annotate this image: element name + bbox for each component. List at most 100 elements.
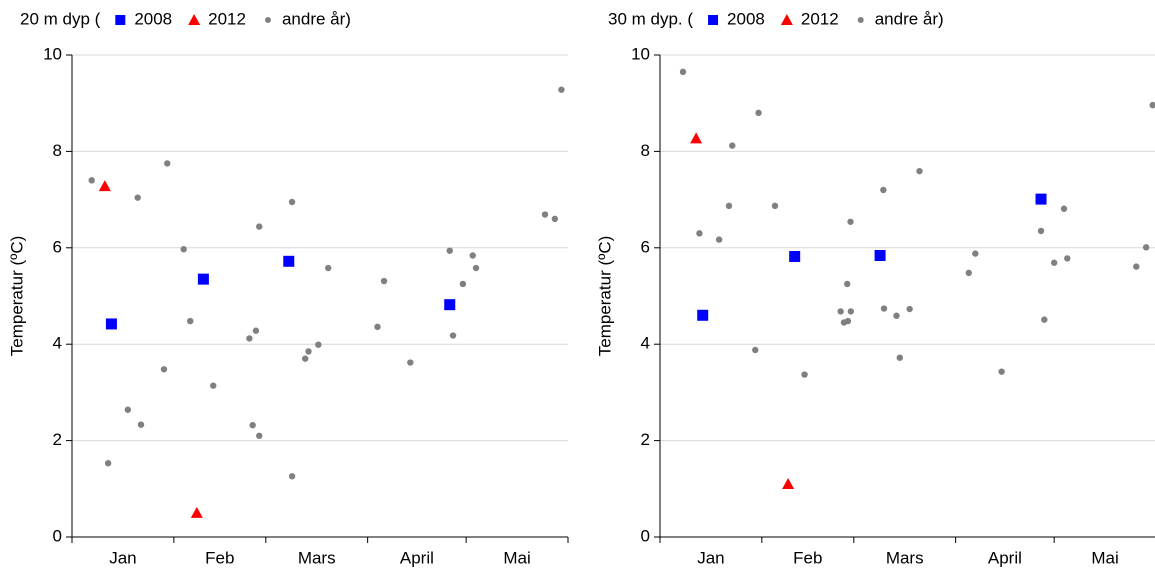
- marker-dot: [315, 341, 322, 348]
- marker-dot: [771, 202, 779, 210]
- marker-dot: [134, 194, 141, 201]
- marker-dot: [180, 246, 187, 253]
- marker-dot: [715, 236, 723, 243]
- x-tick-label: Feb: [205, 548, 234, 567]
- marker-square: [105, 318, 117, 330]
- marker-dot: [210, 382, 217, 389]
- y-tick-label: 10: [631, 44, 650, 63]
- chart-title: 20 m dyp (: [20, 9, 101, 28]
- marker-dot: [880, 186, 887, 194]
- marker-dot: [1064, 255, 1071, 262]
- y-tick-label: 8: [53, 141, 62, 160]
- marker-dot: [1149, 101, 1155, 109]
- marker-triangle: [690, 132, 703, 144]
- marker-square: [444, 299, 456, 311]
- marker-dot: [302, 355, 309, 362]
- marker-dot: [446, 247, 453, 254]
- marker-dot: [729, 142, 736, 149]
- marker-dot: [160, 366, 168, 373]
- marker-dot: [187, 317, 194, 325]
- x-tick-label: Mars: [886, 548, 924, 567]
- marker-dot: [847, 218, 854, 225]
- x-tick-label: Feb: [793, 548, 822, 567]
- marker-dot: [88, 177, 95, 184]
- y-tick-label: 4: [53, 334, 62, 353]
- x-tick-label: April: [988, 548, 1022, 567]
- marker-dot: [124, 406, 132, 413]
- marker-dot: [137, 421, 145, 428]
- legend-label: 2008: [727, 9, 765, 28]
- marker-dot: [906, 305, 913, 313]
- marker-dot: [558, 86, 565, 93]
- marker-dot: [844, 280, 851, 288]
- x-tick-label: Mars: [298, 548, 336, 567]
- x-tick-label: April: [400, 548, 434, 567]
- legend-label: 2012: [801, 9, 839, 28]
- marker-dot: [752, 346, 759, 354]
- marker-square: [1035, 193, 1047, 205]
- marker-dot: [288, 473, 296, 480]
- y-tick-label: 6: [53, 237, 62, 256]
- marker-square: [789, 250, 801, 262]
- marker-triangle: [190, 506, 203, 518]
- marker-dot: [472, 264, 480, 272]
- marker-dot: [256, 223, 263, 230]
- legend-marker: [780, 14, 793, 25]
- marker-dot: [449, 332, 457, 339]
- legend-label: 2012: [208, 9, 246, 28]
- marker-dot: [844, 317, 852, 325]
- marker-dot: [246, 335, 253, 342]
- legend-marker: [708, 15, 719, 25]
- x-tick-label: Jan: [109, 548, 136, 567]
- marker-dot: [755, 109, 762, 117]
- marker-dot: [1060, 205, 1068, 212]
- marker-dot: [896, 354, 903, 361]
- marker-square: [874, 250, 886, 262]
- y-tick-label: 0: [53, 526, 62, 545]
- marker-dot: [252, 327, 260, 334]
- legend-label: andre år): [875, 9, 944, 28]
- marker-square: [697, 309, 709, 321]
- y-tick-label: 2: [641, 430, 650, 449]
- chart-title: 30 m dyp. (: [608, 9, 693, 28]
- marker-dot: [256, 432, 263, 439]
- marker-square: [197, 273, 209, 285]
- marker-dot: [847, 308, 855, 315]
- marker-dot: [325, 264, 332, 272]
- marker-dot: [459, 280, 467, 288]
- marker-triangle: [782, 477, 795, 489]
- marker-dot: [1050, 259, 1058, 266]
- marker-dot: [407, 359, 414, 366]
- marker-dot: [1037, 227, 1045, 235]
- x-tick-label: Mai: [503, 548, 530, 567]
- marker-dot: [801, 371, 808, 378]
- marker-dot: [305, 348, 312, 355]
- y-tick-label: 10: [43, 44, 62, 63]
- marker-triangle: [98, 180, 111, 192]
- legend-label: 2008: [134, 9, 172, 28]
- marker-dot: [1142, 244, 1150, 251]
- y-tick-label: 8: [641, 141, 650, 160]
- marker-dot: [998, 368, 1005, 375]
- x-tick-label: Mai: [1091, 548, 1118, 567]
- marker-square: [283, 255, 295, 267]
- legend-marker: [857, 17, 864, 23]
- marker-dot: [541, 211, 549, 218]
- marker-dot: [288, 198, 296, 206]
- marker-dot: [374, 323, 381, 331]
- legend-marker: [115, 15, 126, 25]
- legend-marker: [264, 17, 271, 23]
- y-tick-label: 4: [641, 334, 650, 353]
- marker-dot: [104, 460, 112, 467]
- y-axis-label: Temperatur (ºC): [595, 236, 614, 357]
- marker-dot: [965, 269, 972, 277]
- marker-dot: [916, 167, 923, 175]
- marker-dot: [164, 160, 171, 167]
- y-tick-label: 6: [641, 237, 650, 256]
- marker-dot: [696, 230, 703, 237]
- marker-dot: [880, 305, 888, 312]
- marker-dot: [679, 68, 687, 76]
- marker-dot: [1133, 263, 1140, 270]
- x-tick-label: Jan: [697, 548, 724, 567]
